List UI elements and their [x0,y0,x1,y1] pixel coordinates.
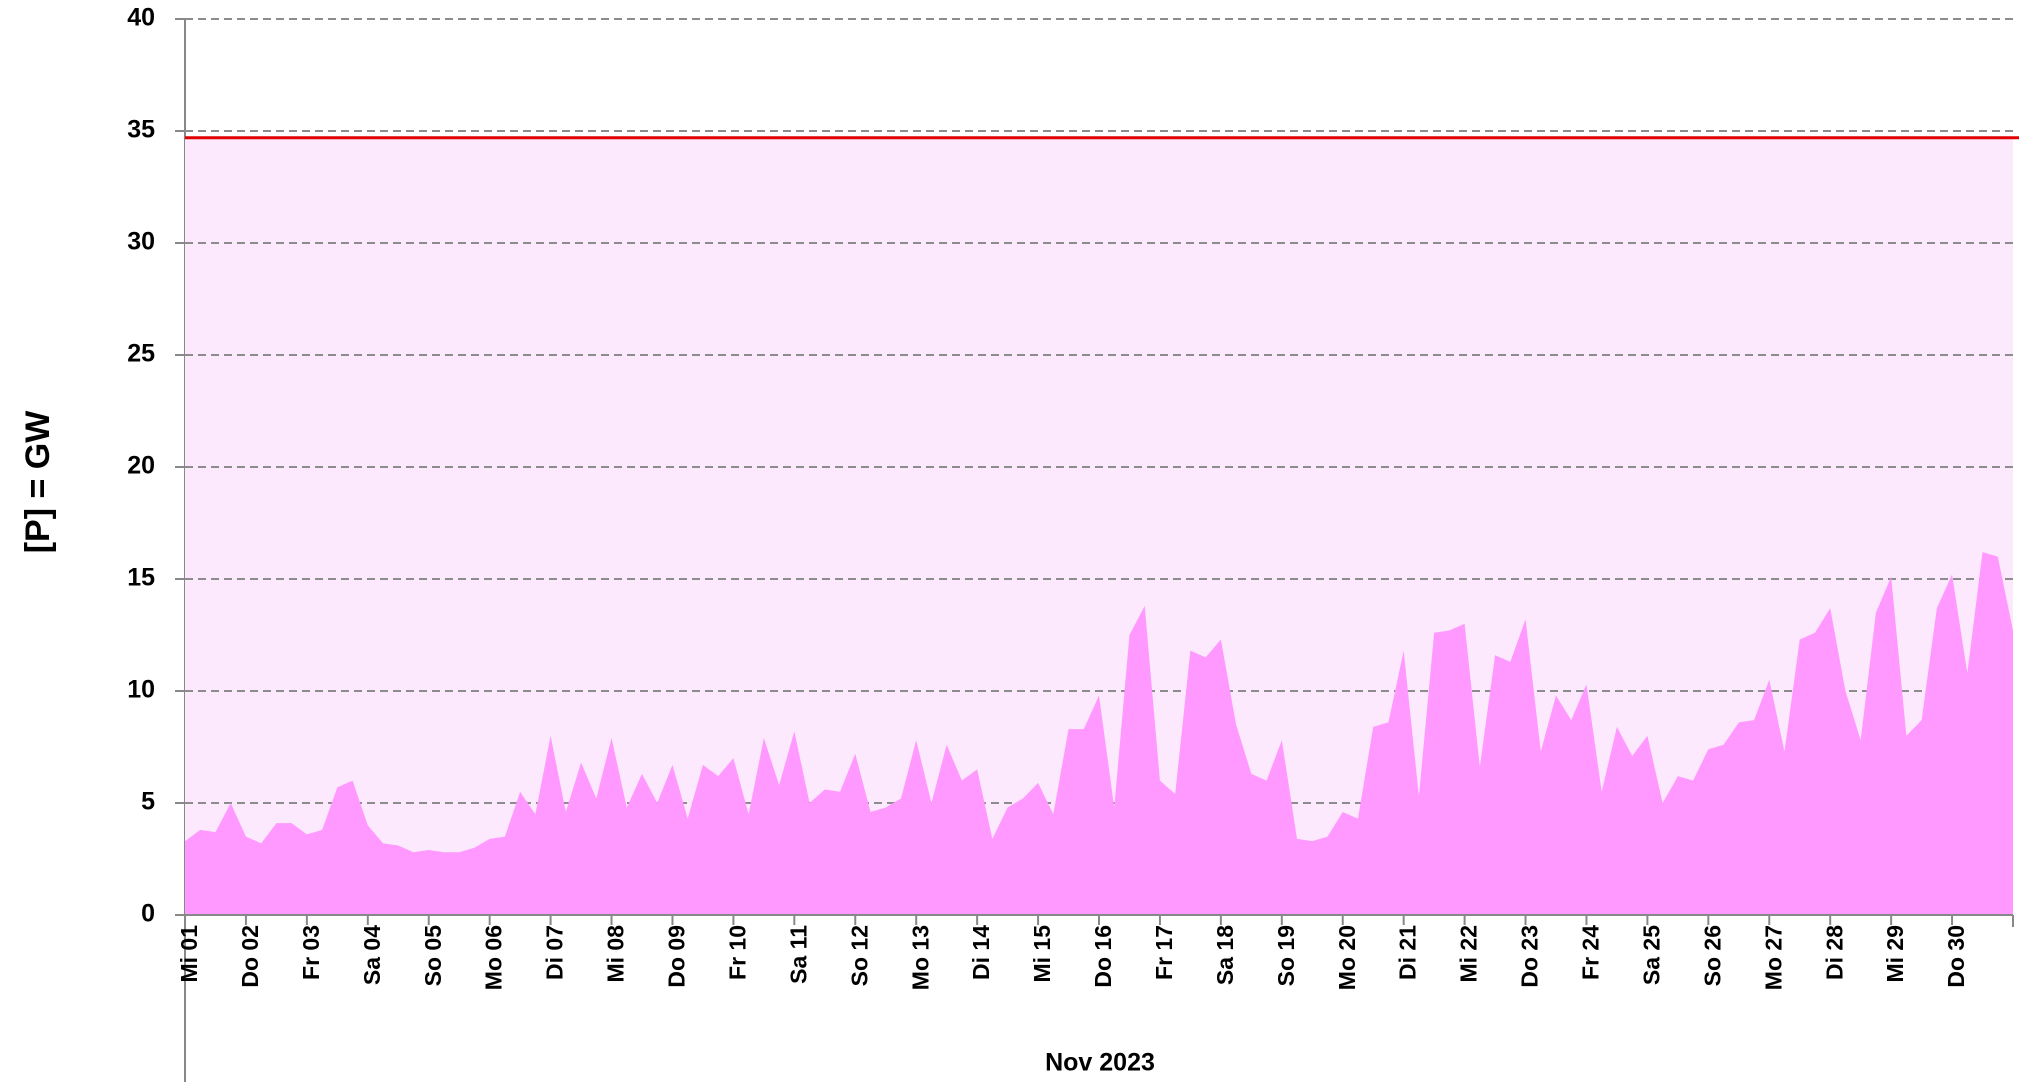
x-tick-label: Sa 04 [359,925,385,985]
y-tick-label: 15 [127,564,155,592]
area [185,552,2013,915]
x-tick-label: Di 14 [968,925,994,980]
x-tick-label: Sa 18 [1212,925,1238,985]
x-tick-label: Mi 22 [1456,925,1482,983]
x-tick-label: So 26 [1699,925,1725,986]
x-tick-label: Do 23 [1517,925,1543,988]
x-tick-label: Fr 17 [1151,925,1177,980]
y-tick-label: 20 [127,452,155,480]
y-tick-label: 40 [127,4,155,32]
x-tick-label: Do 16 [1090,925,1116,988]
y-tick-label: 5 [141,788,155,816]
x-tick-label: Do 02 [237,925,263,988]
x-tick-label: Di 28 [1821,925,1847,980]
x-tick-label: Fr 10 [724,925,750,980]
x-tick-label: Mi 01 [176,925,202,983]
y-tick-label: 0 [141,900,155,928]
x-axis-label: Nov 2023 [1045,1049,1155,1077]
x-tick-label: Fr 03 [298,925,324,980]
x-tick-label: Do 09 [664,925,690,988]
x-tick-label: Do 30 [1943,925,1969,988]
x-tick-label: Mo 06 [481,925,507,990]
x-tick-label: Mi 08 [603,925,629,983]
x-tick-label: Mi 15 [1029,925,1055,983]
y-tick-label: 30 [127,228,155,256]
x-tick-label: So 12 [846,925,872,986]
x-tick-label: Mi 29 [1882,925,1908,983]
x-tick-label: So 19 [1273,925,1299,986]
y-tick-label: 10 [127,676,155,704]
x-tick-label: Di 07 [542,925,568,980]
x-tick-label: Sa 25 [1638,925,1664,985]
x-tick-label: Sa 11 [785,925,811,984]
x-tick-label: So 05 [420,925,446,987]
x-tick-label: Mo 27 [1760,925,1786,990]
x-tick-label: Mo 20 [1334,925,1360,990]
y-axis-label: [P] = GW [19,410,57,554]
x-tick-label: Fr 24 [1578,925,1604,980]
x-tick-label: Mo 13 [907,925,933,990]
x-tick-label: Di 21 [1395,925,1421,980]
y-tick-label: 35 [127,116,155,144]
y-tick-label: 25 [127,340,155,368]
